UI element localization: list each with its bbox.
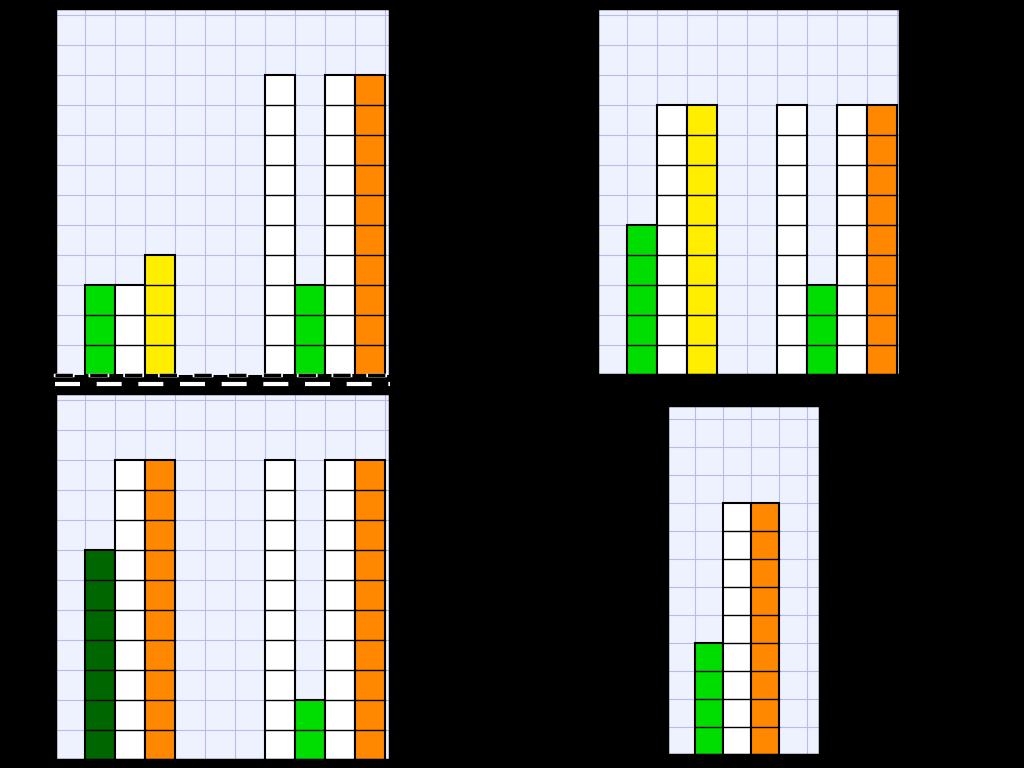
Bar bbox=[751, 503, 779, 755]
Bar bbox=[627, 225, 657, 375]
Bar bbox=[355, 75, 385, 375]
Bar bbox=[657, 105, 687, 375]
Bar bbox=[265, 75, 295, 375]
Bar bbox=[115, 460, 145, 760]
Bar bbox=[837, 105, 867, 375]
Bar bbox=[325, 460, 355, 760]
Bar bbox=[115, 285, 145, 375]
Bar bbox=[85, 285, 115, 375]
Bar bbox=[85, 550, 115, 760]
Bar bbox=[325, 75, 355, 375]
Bar bbox=[295, 700, 325, 760]
Bar bbox=[145, 460, 175, 760]
Bar bbox=[867, 105, 897, 375]
Bar bbox=[355, 460, 385, 760]
Bar bbox=[687, 105, 717, 375]
Bar bbox=[265, 460, 295, 760]
Bar bbox=[295, 285, 325, 375]
Bar bbox=[777, 105, 807, 375]
Bar bbox=[145, 255, 175, 375]
Bar bbox=[807, 285, 837, 375]
Bar bbox=[695, 643, 723, 755]
Bar bbox=[723, 503, 751, 755]
